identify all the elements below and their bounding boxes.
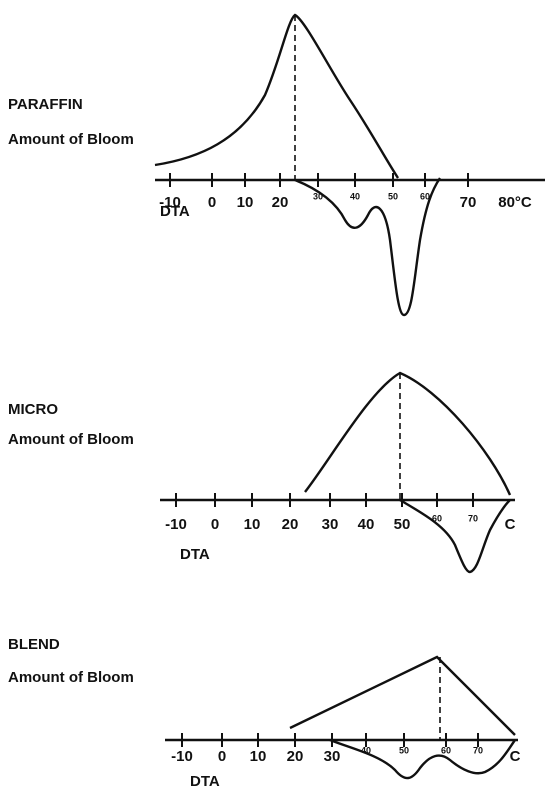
tick-label: 70 [460,194,477,211]
tick-label: 40 [361,745,371,755]
tick-label: 60 [432,513,442,523]
panel-label: Amount of Bloom [8,669,134,686]
tick-label: -10 [159,194,181,211]
panel-label: Amount of Bloom [8,131,134,148]
axis-label: DTA [180,546,210,563]
tick-label: 10 [237,194,254,211]
tick-label: 30 [313,191,323,201]
axis-label: DTA [160,203,190,220]
tick-label: 20 [272,194,289,211]
tick-label: 50 [388,191,398,201]
tick-label: 10 [250,748,267,765]
dta-curve [399,498,511,574]
bloom-curve [154,13,400,179]
tick-label: 30 [322,516,339,533]
tick-label: 50 [399,745,409,755]
tick-label: 60 [441,745,451,755]
tick-label: 40 [350,191,360,201]
tick-label: C [505,516,516,533]
axis-label: DTA [190,773,220,790]
tick-label: 0 [218,748,226,765]
tick-label: 20 [282,516,299,533]
tick-label: 40 [358,516,375,533]
tick-label: 70 [473,745,483,755]
dta-curve [294,177,441,317]
bloom-curve [289,655,516,736]
panel-name: PARAFFIN [8,96,83,113]
tick-label: -10 [171,748,193,765]
tick-label: C [510,748,521,765]
tick-label: 30 [324,748,341,765]
bloom-curve [304,371,512,496]
tick-label: 0 [208,194,216,211]
tick-label: 50 [394,516,411,533]
tick-label: 0 [211,516,219,533]
panel-name: BLEND [8,636,60,653]
tick-label: 10 [244,516,261,533]
tick-label: -10 [165,516,187,533]
tick-label: 20 [287,748,304,765]
tick-label: 60 [420,191,430,201]
panel-label: Amount of Bloom [8,431,134,448]
tick-label: 80°C [498,194,532,211]
dta-curve [329,738,516,780]
tick-label: 70 [468,513,478,523]
panel-name: MICRO [8,401,58,418]
